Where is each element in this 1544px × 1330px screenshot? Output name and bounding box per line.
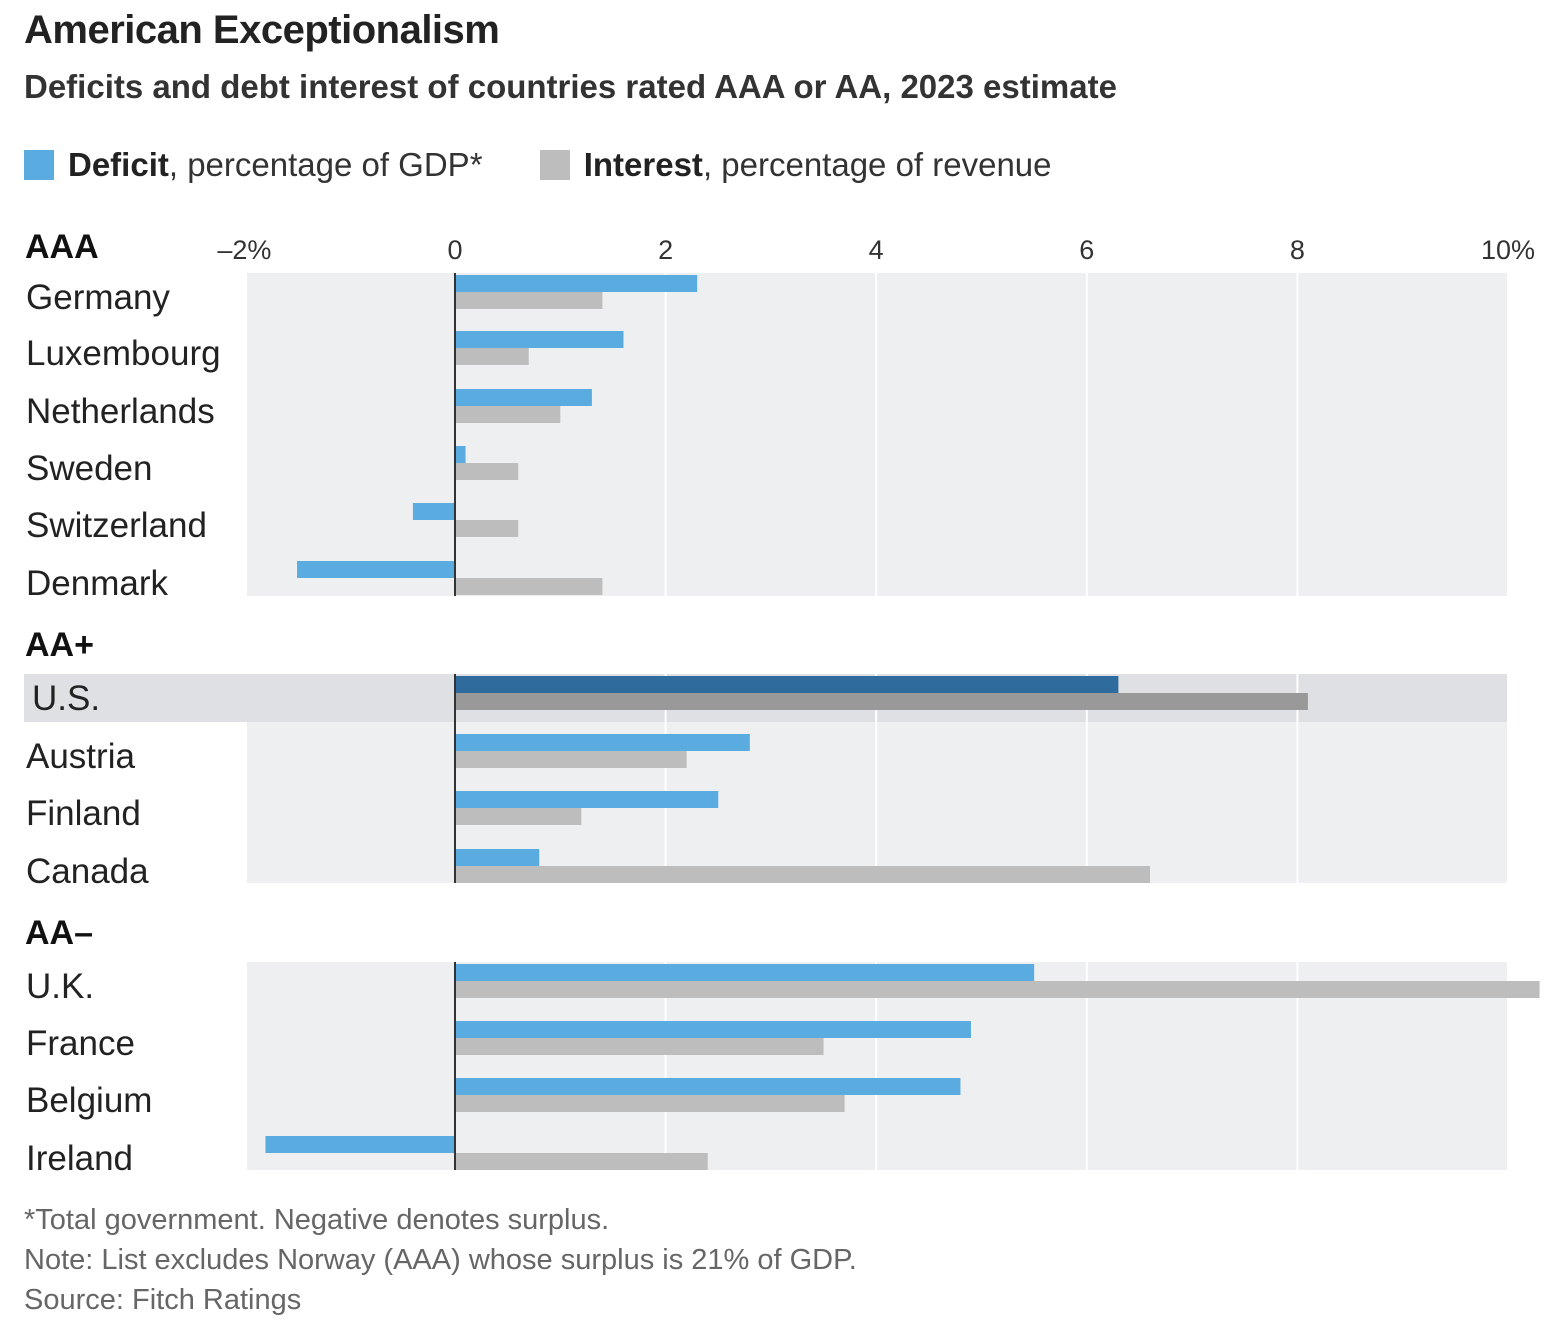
- bar-interest: [455, 808, 582, 825]
- country-label: Belgium: [26, 1081, 152, 1120]
- bar-interest: [455, 981, 1540, 998]
- legend-item-interest: Interest, percentage of revenue: [539, 146, 1052, 184]
- bar-deficit: [412, 503, 455, 520]
- x-tick-label: 10%: [1481, 235, 1535, 265]
- legend-item-deficit: Deficit, percentage of GDP*: [24, 146, 483, 184]
- legend: Deficit, percentage of GDP* Interest, pe…: [24, 146, 1100, 188]
- x-tick-label: –2%: [217, 235, 271, 265]
- legend-swatch-interest: [539, 150, 570, 180]
- legend-label-interest-bold: Interest: [583, 146, 703, 183]
- country-label: Finland: [26, 794, 141, 833]
- country-label: Switzerland: [26, 506, 207, 545]
- bar-interest: [455, 578, 603, 595]
- bar-deficit: [297, 561, 455, 578]
- country-label: U.K.: [26, 967, 94, 1006]
- country-label: Canada: [26, 852, 149, 891]
- country-label: Denmark: [26, 564, 168, 603]
- bar-deficit: [455, 676, 1119, 693]
- bar-interest: [455, 693, 1308, 710]
- x-tick-label: 6: [1079, 235, 1094, 265]
- chart-subtitle: Deficits and debt interest of countries …: [24, 68, 1117, 105]
- bar-deficit: [455, 734, 750, 751]
- country-label: Austria: [26, 737, 135, 776]
- x-tick-label: 8: [1290, 235, 1305, 265]
- bar-interest: [455, 866, 1150, 883]
- x-tick-label: 2: [658, 235, 673, 265]
- footnote-note: Note: List excludes Norway (AAA) whose s…: [24, 1244, 857, 1276]
- footnote-source: Source: Fitch Ratings: [24, 1284, 302, 1316]
- bar-interest: [455, 520, 519, 537]
- bar-interest: [455, 406, 561, 423]
- country-label: U.S.: [32, 679, 100, 718]
- bar-deficit: [455, 849, 540, 866]
- bar-deficit: [455, 791, 719, 808]
- group-label: AA–: [25, 914, 93, 952]
- bar-interest: [455, 348, 529, 365]
- bar-interest: [455, 292, 603, 309]
- legend-label-interest-rest: , percentage of revenue: [702, 146, 1052, 183]
- chart-title: American Exceptionalism: [24, 8, 500, 52]
- bar-deficit: [455, 389, 592, 406]
- bar-interest: [455, 1038, 824, 1055]
- legend-label-deficit-bold: Deficit: [68, 146, 169, 183]
- legend-label-deficit-rest: , percentage of GDP*: [168, 146, 483, 183]
- bar-interest: [455, 463, 519, 480]
- country-label: Ireland: [26, 1139, 133, 1178]
- bar-deficit: [455, 1078, 961, 1095]
- bar-interest: [455, 1095, 845, 1112]
- bar-deficit: [265, 1136, 455, 1153]
- x-tick-label: 4: [869, 235, 884, 265]
- country-label: France: [26, 1024, 135, 1063]
- bar-deficit: [455, 1021, 971, 1038]
- bar-interest: [455, 1153, 708, 1170]
- group-label: AAA: [25, 228, 99, 266]
- footnotes: *Total government. Negative denotes surp…: [24, 1200, 857, 1320]
- footnote-asterisk: *Total government. Negative denotes surp…: [24, 1204, 610, 1236]
- bar-interest: [455, 751, 687, 768]
- country-label: Netherlands: [26, 392, 215, 431]
- bar-deficit: [455, 275, 698, 292]
- country-label: Sweden: [26, 449, 152, 488]
- country-label: Luxembourg: [26, 334, 221, 373]
- bar-deficit: [455, 446, 466, 463]
- legend-swatch-deficit: [24, 150, 54, 180]
- bar-deficit: [455, 331, 624, 348]
- x-tick-label: 0: [447, 235, 462, 265]
- country-label: Germany: [26, 278, 170, 317]
- group-label: AA+: [25, 626, 94, 664]
- bar-chart: –2% 0 2 4 6 8 10% AAA Germany Luxembourg Netherlan…: [24, 228, 1540, 1178]
- bar-deficit: [455, 964, 1035, 981]
